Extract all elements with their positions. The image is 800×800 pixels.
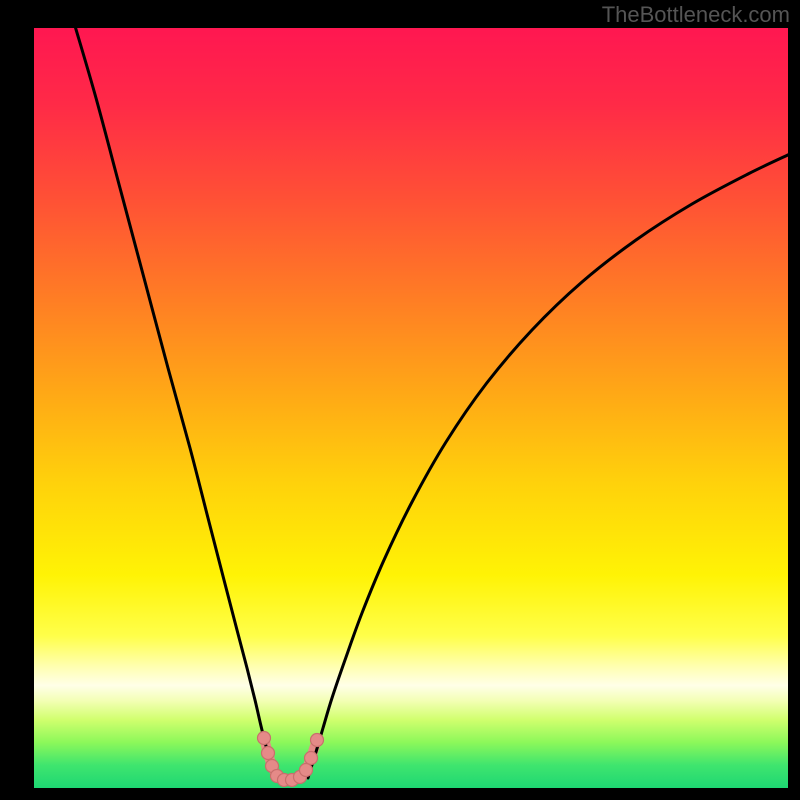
chart-svg	[34, 28, 788, 788]
plot-area	[34, 28, 788, 788]
frame-right	[788, 0, 800, 800]
frame-bottom	[0, 788, 800, 800]
watermark-text: TheBottleneck.com	[602, 2, 790, 28]
valley-dots-group	[258, 732, 324, 787]
valley-dot	[300, 764, 313, 777]
valley-dot	[305, 752, 318, 765]
bottleneck-curve-right	[308, 154, 788, 778]
frame-left	[0, 0, 34, 800]
valley-dot	[258, 732, 271, 745]
bottleneck-curve-left	[75, 28, 276, 778]
valley-dot	[262, 747, 275, 760]
valley-dot	[311, 734, 324, 747]
